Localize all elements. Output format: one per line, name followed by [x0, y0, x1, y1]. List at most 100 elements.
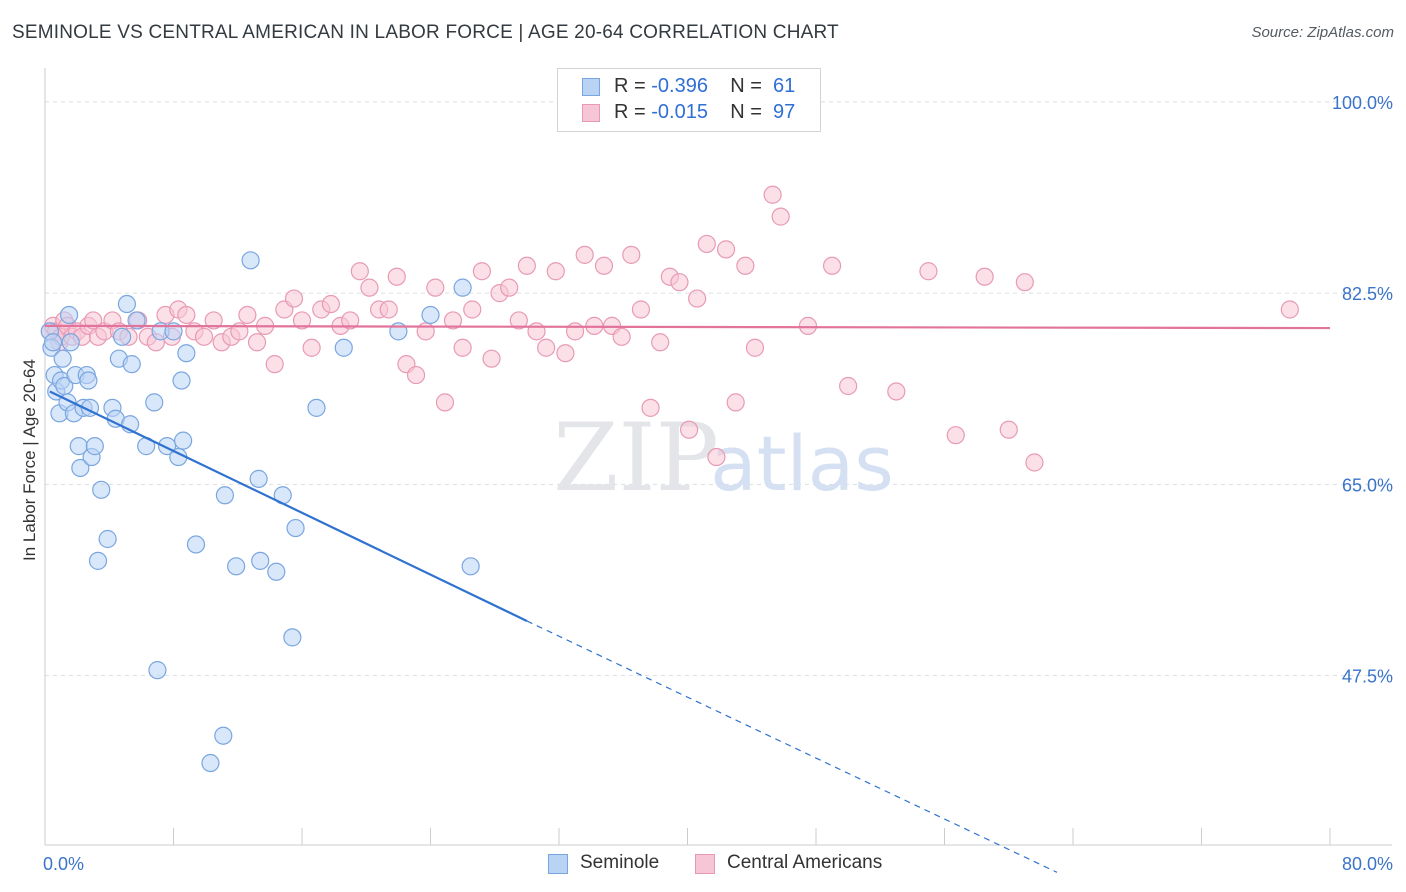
data-point [472, 262, 491, 281]
data-point [265, 355, 284, 374]
data-point [461, 557, 480, 576]
data-point [763, 185, 782, 204]
trend-line-central [44, 324, 1331, 330]
bottom-legend-label-seminole: Seminole [580, 852, 660, 873]
watermark-zip: ZIP [553, 404, 719, 513]
data-point [887, 382, 906, 401]
data-point [88, 551, 108, 570]
data-point [249, 469, 268, 488]
data-point [453, 338, 472, 357]
legend-n-value-central: 97 [773, 101, 796, 123]
data-point [98, 529, 117, 549]
trend-line-seminole [49, 390, 528, 622]
legend-r-label: R = [614, 75, 652, 97]
data-point [1280, 300, 1299, 319]
data-point [174, 431, 193, 450]
data-point [453, 278, 472, 297]
data-point [177, 305, 196, 325]
data-point [527, 322, 546, 341]
data-point [546, 262, 565, 281]
data-point [247, 333, 267, 352]
data-point [350, 262, 369, 281]
data-point [975, 267, 994, 286]
data-point [631, 300, 651, 319]
data-point [1025, 453, 1044, 472]
data-point [267, 562, 286, 581]
data-point [443, 311, 463, 330]
data-point [688, 289, 707, 308]
data-point [238, 305, 257, 325]
data-point [286, 518, 305, 538]
data-point [641, 398, 660, 417]
data-point [406, 365, 426, 385]
data-point [122, 355, 141, 374]
axes [44, 68, 1392, 846]
legend-n-label: N = [730, 101, 768, 123]
data-point [148, 661, 167, 680]
watermark-atlas: atlas [710, 419, 894, 508]
data-point [771, 207, 790, 226]
grid-lines [45, 101, 1392, 677]
trend-lines [44, 324, 1331, 873]
data-point [283, 628, 302, 647]
data-point [622, 245, 641, 264]
data-point [251, 551, 270, 570]
data-point [426, 278, 445, 297]
data-point [435, 393, 455, 412]
data-point [680, 420, 699, 439]
data-point [172, 371, 191, 390]
data-point [85, 437, 104, 456]
y-tick-labels: 100.0% 82.5% 65.0% 47.5% [1332, 93, 1393, 687]
data-point [670, 273, 689, 292]
data-point [798, 316, 818, 335]
data-point [509, 311, 528, 330]
data-point [284, 289, 304, 308]
data-point [186, 535, 206, 554]
data-point [946, 426, 965, 445]
legend-n-label: N = [730, 75, 768, 97]
trend-line-seminole-extrapolated [526, 620, 1058, 873]
data-point [1015, 273, 1034, 292]
bottom-legend-swatch-central [695, 854, 715, 874]
y-tick-label: 82.5% [1342, 284, 1393, 304]
data-point [241, 251, 260, 270]
data-point [43, 333, 63, 352]
data-point [53, 349, 72, 368]
data-point [379, 300, 398, 319]
data-point [500, 278, 519, 297]
data-point [59, 305, 79, 325]
data-point [651, 333, 670, 352]
data-point [463, 300, 482, 319]
zipatlas-watermark: ZIP atlas [553, 404, 894, 513]
data-point [537, 338, 556, 357]
data-point [215, 486, 234, 505]
data-point [61, 333, 80, 352]
data-point [482, 349, 501, 368]
data-point [726, 393, 745, 412]
data-point [145, 393, 164, 412]
x-tick-label: 80.0% [1342, 854, 1393, 874]
data-point [697, 234, 716, 254]
legend-r-label: R = [614, 101, 652, 123]
data-point [334, 338, 353, 357]
y-tick-label: 100.0% [1332, 93, 1393, 113]
bottom-legend-label-central: Central Americans [727, 852, 883, 873]
data-point [736, 256, 755, 275]
data-point [745, 338, 765, 357]
data-point [416, 322, 435, 341]
y-axis-label: In Labor Force | Age 20-64 [20, 359, 39, 561]
data-point [360, 278, 379, 297]
data-point [919, 262, 938, 281]
y-tick-label: 65.0% [1342, 475, 1393, 495]
correlation-legend: R = -0.396 N = 61 R = -0.015 N = 97 [557, 68, 821, 132]
data-point [117, 294, 137, 314]
data-point [707, 447, 726, 467]
data-point [201, 753, 220, 773]
legend-r-value-central: -0.015 [651, 101, 708, 123]
legend-r-value-seminole: -0.396 [651, 75, 708, 97]
data-point [321, 294, 341, 314]
data-point [227, 557, 246, 576]
data-point [177, 344, 196, 363]
data-point [341, 311, 360, 330]
